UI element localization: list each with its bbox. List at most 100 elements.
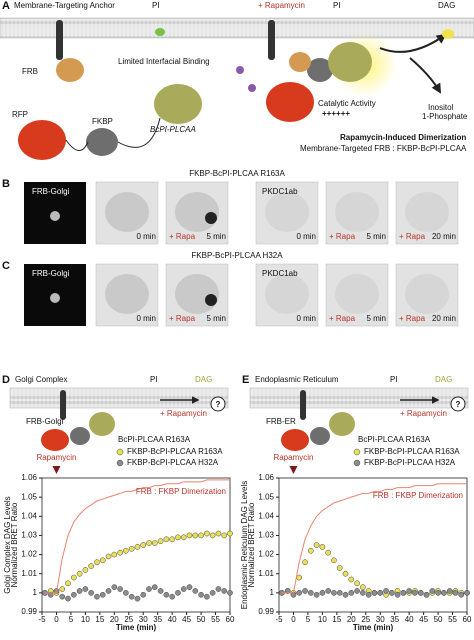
golgi-signal — [50, 211, 60, 221]
data-point — [215, 530, 222, 537]
data-point — [319, 544, 326, 550]
x-axis-label: Time (min) — [116, 623, 157, 632]
data-point — [186, 584, 193, 590]
label: 1-Phosphate — [422, 112, 468, 121]
data-point — [175, 590, 181, 596]
label: BcPI-PLCAA — [150, 125, 196, 134]
x-tick-label: 40 — [405, 615, 414, 624]
image-label: 5 min — [206, 232, 226, 241]
data-point — [302, 559, 308, 566]
x-tick-label: 0 — [54, 615, 59, 624]
image-label: 5 min — [206, 314, 226, 323]
y-tick-label: 1.06 — [258, 473, 274, 482]
data-point — [215, 586, 222, 592]
fkbp-protein — [307, 58, 333, 82]
data-point — [377, 590, 384, 596]
data-point — [180, 534, 187, 541]
data-point — [105, 588, 112, 594]
data-point — [296, 574, 303, 581]
data-point — [441, 590, 447, 596]
data-point — [417, 590, 424, 596]
label: Catalytic Activity — [318, 99, 376, 108]
data-point — [128, 545, 135, 552]
data-point — [169, 593, 176, 600]
image-label: FRB-Golgi — [32, 187, 70, 196]
anchor — [300, 390, 306, 420]
x-tick-label: 35 — [390, 615, 399, 624]
x-tick-label: 0 — [291, 615, 296, 624]
data-point — [192, 532, 199, 539]
label: Limited Interfacial Binding — [118, 57, 210, 66]
frb-protein — [289, 52, 311, 72]
label: BcPI-PLCAA R163A — [358, 435, 431, 444]
data-point — [99, 591, 106, 598]
legend-marker — [116, 448, 124, 456]
y-tick-label: 1.03 — [258, 531, 274, 540]
cell — [105, 274, 149, 314]
rfp-protein — [281, 429, 309, 451]
arrow — [409, 57, 442, 94]
image-label: 20 min — [432, 314, 456, 323]
x-tick-label: 10 — [318, 615, 327, 624]
image-label: + Rapa — [399, 314, 426, 323]
image-label: + Rapa — [399, 232, 426, 241]
y-tick-label: 1.02 — [21, 550, 37, 559]
x-tick-label: -5 — [275, 615, 283, 624]
data-point — [88, 590, 95, 596]
data-point — [198, 591, 204, 598]
x-tick-label: 55 — [211, 615, 220, 624]
x-tick-label: 35 — [153, 615, 162, 624]
legend-marker — [116, 459, 124, 467]
cell — [265, 274, 309, 314]
image-label: 0 min — [136, 314, 156, 323]
y-tick-label: 1.03 — [21, 531, 37, 540]
data-point — [336, 565, 343, 571]
anchor — [60, 390, 66, 420]
data-point — [464, 590, 470, 596]
panel-title: FKBP-BcPI-PLCAA H32A — [191, 251, 283, 260]
label: + Rapamycin — [160, 409, 207, 418]
data-point — [313, 591, 320, 598]
plc-protein — [89, 412, 115, 436]
data-point — [342, 591, 349, 598]
image-label: + Rapa — [169, 314, 196, 323]
image-label: FRB-Golgi — [32, 269, 70, 278]
panel-letter: A — [2, 0, 10, 12]
x-tick-label: 55 — [448, 615, 457, 624]
cell — [175, 274, 219, 314]
cell — [405, 274, 449, 314]
legend-marker — [353, 459, 361, 467]
anchor — [268, 20, 275, 60]
data-point — [94, 559, 100, 566]
legend-label: FKBP-BcPI-PLCAA R163A — [127, 447, 223, 456]
data-point — [400, 590, 407, 596]
data-point — [394, 591, 401, 598]
data-point — [307, 590, 314, 596]
plot-frame — [278, 477, 468, 613]
image-label: + Rapa — [169, 232, 196, 241]
label: FRB — [22, 67, 38, 76]
y-axis-label: Normalized BRET Ratio — [10, 502, 19, 587]
data-point — [458, 591, 465, 598]
annotation: Rapamycin — [273, 453, 313, 462]
panel-title: Endoplasmic Reticulum — [255, 375, 339, 384]
data-point — [82, 567, 89, 573]
series-label: FRB : FKBP Dimerization — [136, 487, 226, 496]
y-axis-label: Golgi Complex DAG Levels — [3, 496, 12, 593]
unknown — [210, 396, 226, 412]
data-point — [99, 557, 106, 564]
data-point — [325, 549, 332, 556]
x-tick-label: 60 — [226, 615, 235, 624]
rapamycin — [236, 66, 244, 74]
data-point — [412, 590, 418, 596]
data-point — [209, 532, 216, 539]
x-tick-label: 45 — [419, 615, 428, 624]
plc-protein — [328, 42, 372, 82]
y-tick-label: 1.02 — [258, 550, 274, 559]
panel-letter: B — [2, 178, 10, 190]
data-point — [157, 588, 164, 594]
data-point — [157, 538, 164, 545]
image-label: 5 min — [366, 314, 386, 323]
rfp-protein — [18, 120, 66, 160]
